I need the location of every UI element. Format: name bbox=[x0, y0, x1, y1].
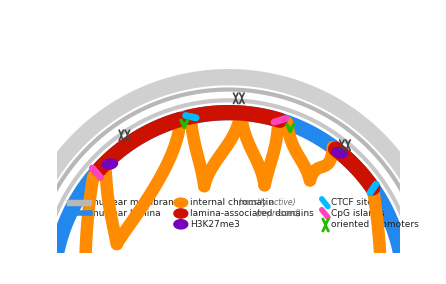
Text: (repressed): (repressed) bbox=[254, 209, 301, 218]
Text: (mostly active): (mostly active) bbox=[236, 198, 296, 207]
Ellipse shape bbox=[332, 147, 347, 158]
Ellipse shape bbox=[174, 209, 188, 218]
Ellipse shape bbox=[174, 220, 188, 229]
Text: internal chromatin: internal chromatin bbox=[190, 198, 274, 207]
Text: oriented promoters: oriented promoters bbox=[331, 220, 419, 229]
Ellipse shape bbox=[174, 198, 188, 207]
Ellipse shape bbox=[102, 159, 117, 169]
Text: nuclear lamina: nuclear lamina bbox=[93, 209, 161, 218]
Text: H3K27me3: H3K27me3 bbox=[190, 220, 240, 229]
Text: nuclear membrane: nuclear membrane bbox=[93, 198, 179, 207]
Text: lamina-associated domains: lamina-associated domains bbox=[190, 209, 314, 218]
Text: CTCF sites: CTCF sites bbox=[331, 198, 377, 207]
Text: CpG islands: CpG islands bbox=[331, 209, 384, 218]
